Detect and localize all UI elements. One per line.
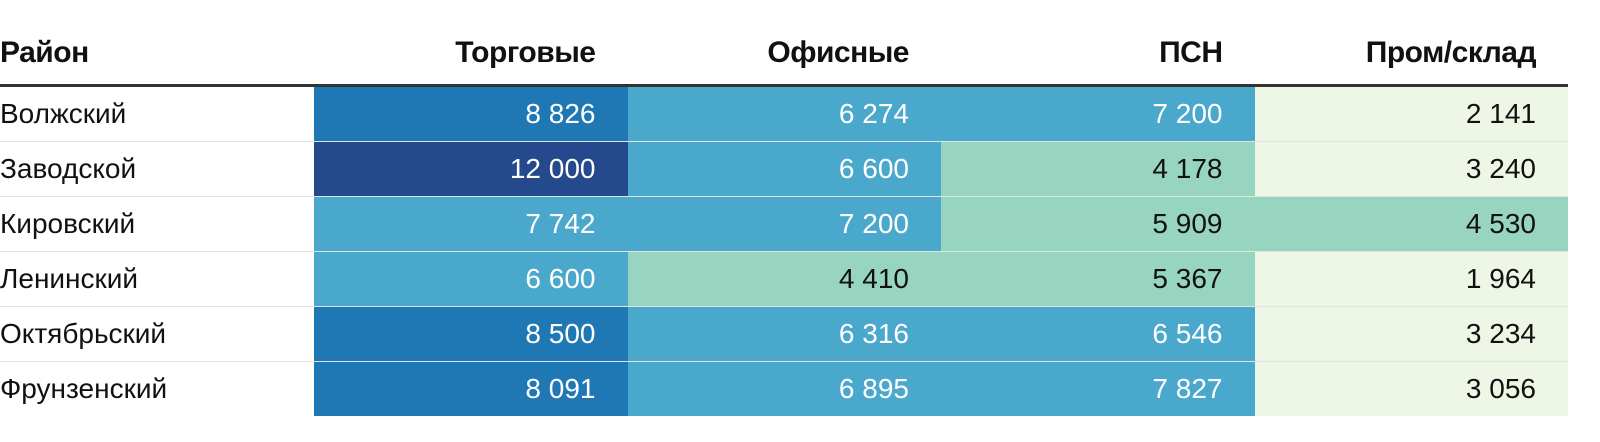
value-cell-retail: 8 091 [314,361,628,416]
value-cell-free-purpose: 7 827 [941,361,1255,416]
value-cell-retail: 8 826 [314,85,628,142]
value-cell-office: 6 600 [627,141,941,197]
value-cell-industrial-warehouse: 4 530 [1254,196,1568,252]
value-cell-free-purpose: 7 200 [941,85,1255,142]
value-cell-office: 6 274 [627,85,941,142]
value-cell-retail: 8 500 [314,306,628,362]
district-name-cell: Кировский [0,196,314,252]
column-header-industrial-warehouse: Пром/склад [1254,22,1568,87]
column-header-district: Район [0,22,314,87]
value-cell-industrial-warehouse: 1 964 [1254,251,1568,307]
value-cell-office: 7 200 [627,196,941,252]
district-name-cell: Фрунзенский [0,361,314,416]
column-header-free-purpose: ПСН [941,22,1255,87]
column-header-retail: Торговые [314,22,628,87]
district-price-table: Район Торговые Офисные ПСН Пром/склад Во… [0,22,1568,416]
value-cell-free-purpose: 6 546 [941,306,1255,362]
value-cell-industrial-warehouse: 3 056 [1254,361,1568,416]
table-row: Октябрьский 8 500 6 316 6 546 3 234 [0,306,1568,362]
table-row: Фрунзенский 8 091 6 895 7 827 3 056 [0,361,1568,416]
header-row: Район Торговые Офисные ПСН Пром/склад [0,22,1568,87]
value-cell-retail: 7 742 [314,196,628,252]
value-cell-retail: 12 000 [314,141,628,197]
table-row: Заводской 12 000 6 600 4 178 3 240 [0,141,1568,197]
column-header-office: Офисные [627,22,941,87]
table-row: Кировский 7 742 7 200 5 909 4 530 [0,196,1568,252]
value-cell-free-purpose: 5 367 [941,251,1255,307]
value-cell-office: 4 410 [627,251,941,307]
value-cell-retail: 6 600 [314,251,628,307]
value-cell-industrial-warehouse: 3 234 [1254,306,1568,362]
value-cell-industrial-warehouse: 2 141 [1254,85,1568,142]
table-body: Волжский 8 826 6 274 7 200 2 141 Заводской 12 … [0,85,1568,416]
district-name-cell: Заводской [0,141,314,197]
value-cell-industrial-warehouse: 3 240 [1254,141,1568,197]
value-cell-office: 6 316 [627,306,941,362]
district-name-cell: Ленинский [0,251,314,307]
district-name-cell: Волжский [0,85,314,142]
district-name-cell: Октябрьский [0,306,314,362]
table-row: Волжский 8 826 6 274 7 200 2 141 [0,85,1568,142]
value-cell-office: 6 895 [627,361,941,416]
value-cell-free-purpose: 4 178 [941,141,1255,197]
value-cell-free-purpose: 5 909 [941,196,1255,252]
table-row: Ленинский 6 600 4 410 5 367 1 964 [0,251,1568,307]
